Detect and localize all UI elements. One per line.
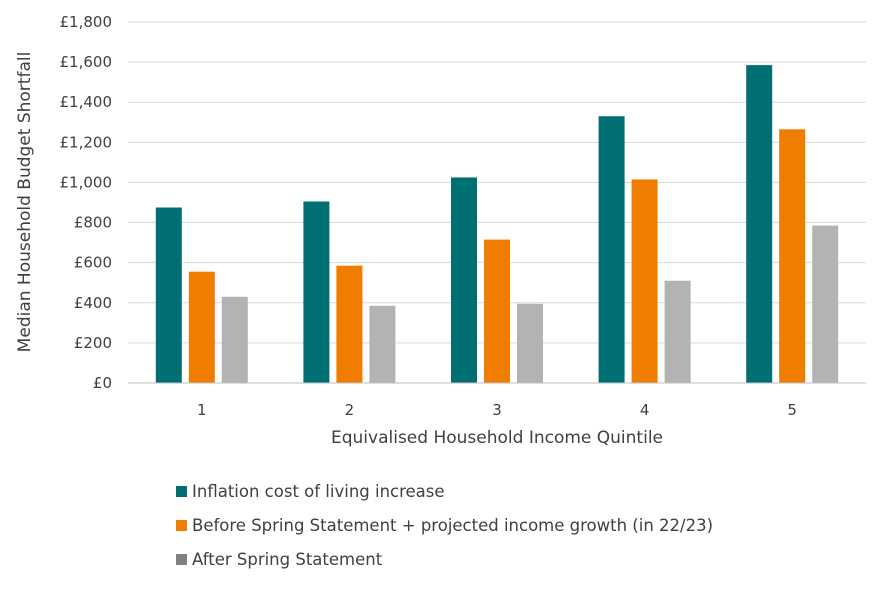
y-tick-label: £600 bbox=[74, 254, 112, 272]
bar bbox=[517, 303, 543, 383]
y-axis-label: Median Household Budget Shortfall bbox=[15, 52, 35, 353]
y-tick-label: £1,600 bbox=[60, 53, 113, 71]
bars bbox=[155, 65, 839, 383]
legend-entry: Before Spring Statement + projected inco… bbox=[192, 516, 713, 535]
y-axis-ticks: £0 £200 £400 £600 £800 £1,000 £1,200 £1,400 £1,6… bbox=[60, 13, 113, 392]
bar bbox=[746, 65, 773, 383]
x-axis-ticks: 1 2 3 4 5 bbox=[197, 401, 797, 419]
y-tick-label: £800 bbox=[74, 214, 112, 232]
gridlines bbox=[128, 21, 866, 344]
x-tick-label: 5 bbox=[787, 401, 797, 419]
y-tick-label: £1,400 bbox=[60, 93, 113, 111]
legend-entry: Inflation cost of living increase bbox=[192, 482, 445, 501]
x-tick-label: 1 bbox=[197, 401, 207, 419]
y-tick-label: £1,200 bbox=[60, 133, 113, 151]
bar bbox=[598, 116, 625, 383]
x-tick-label: 4 bbox=[640, 401, 650, 419]
y-tick-label: £1,000 bbox=[60, 173, 113, 191]
bar bbox=[303, 201, 330, 383]
legend-swatch bbox=[176, 520, 187, 531]
y-tick-label: £0 bbox=[93, 374, 112, 392]
bar bbox=[369, 305, 396, 383]
y-tick-label: £1,800 bbox=[60, 13, 113, 31]
y-tick-label: £400 bbox=[74, 294, 112, 312]
bar bbox=[336, 265, 363, 383]
bar bbox=[631, 179, 658, 383]
bar bbox=[664, 280, 691, 383]
bar bbox=[221, 296, 248, 383]
bar bbox=[484, 239, 510, 383]
bar bbox=[812, 225, 839, 383]
legend-swatch bbox=[176, 486, 187, 497]
bar bbox=[155, 207, 182, 383]
bar bbox=[451, 177, 477, 383]
legend: Inflation cost of living increase Before … bbox=[176, 482, 713, 569]
x-axis-label: Equivalised Household Income Quintile bbox=[331, 428, 663, 448]
bar bbox=[779, 129, 806, 383]
x-tick-label: 2 bbox=[345, 401, 355, 419]
bar bbox=[188, 271, 215, 383]
legend-entry: After Spring Statement bbox=[192, 550, 383, 569]
x-tick-label: 3 bbox=[492, 401, 502, 419]
legend-swatch bbox=[176, 554, 187, 565]
y-tick-label: £200 bbox=[74, 334, 112, 352]
